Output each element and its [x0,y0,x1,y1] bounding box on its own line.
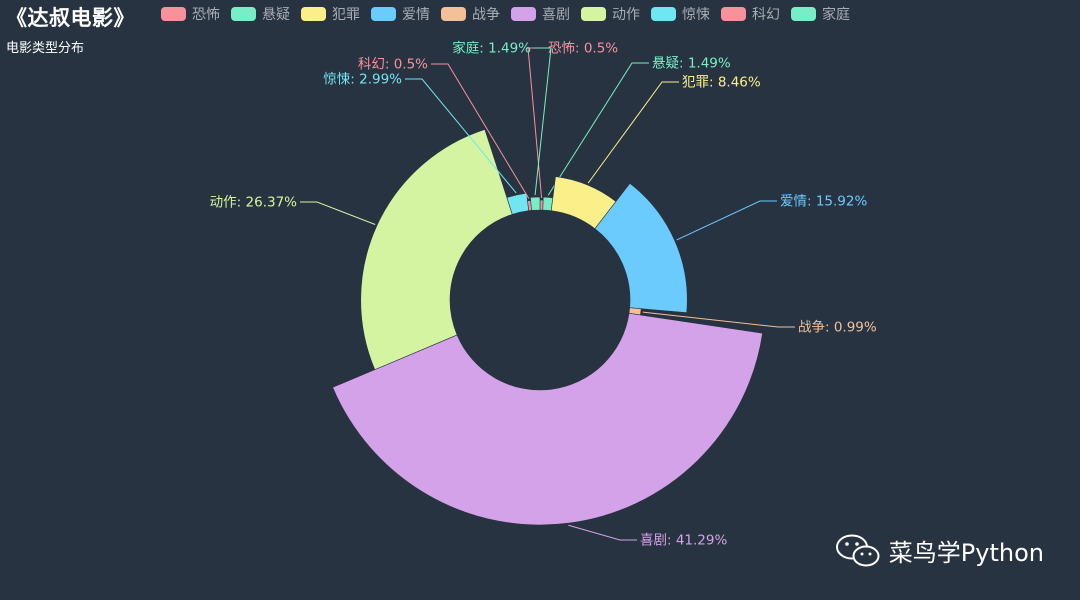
data-label: 恐怖: 0.5% [548,40,618,57]
leader-line [534,47,552,196]
legend-item[interactable]: 家庭 [791,4,850,24]
leader-line [547,62,649,196]
data-label: 喜剧: 41.29% [640,533,727,549]
legend-label: 犯罪 [332,7,360,23]
wechat-icon [835,534,880,566]
legend-swatch [511,7,536,21]
pie-slice[interactable] [530,196,541,211]
chart-legend: 恐怖 悬疑 犯罪 爱情 战争 喜剧 动作 惊悚 科幻 家庭 [161,4,850,24]
data-label: 动作: 26.37% [210,195,297,211]
data-label: 科幻: 0.5% [358,57,428,73]
legend-swatch [581,7,606,21]
leader-line [642,311,795,328]
chart-subtitle: 电影类型分布 [6,41,85,56]
data-label: 悬疑: 1.49% [652,56,731,72]
legend-label: 战争 [472,7,500,23]
legend-label: 动作 [612,7,640,23]
data-label: 惊悚: 2.99% [323,72,402,88]
pie-slice[interactable] [360,129,513,371]
legend-item[interactable]: 战争 [441,4,500,24]
pie-slice[interactable] [594,182,688,313]
data-label: 家庭: 1.49% [452,40,531,57]
leader-line [300,201,376,225]
legend-swatch [231,7,256,21]
watermark-text: 菜鸟学Python [888,539,1044,567]
legend-item[interactable]: 悬疑 [231,4,290,24]
legend-swatch [161,7,186,21]
legend-item[interactable]: 喜剧 [511,4,570,24]
legend-label: 爱情 [402,7,430,23]
leader-line [405,78,517,194]
legend-swatch [301,7,326,21]
legend-item[interactable]: 犯罪 [301,4,360,24]
chart-title: 《达叔电影》 [6,6,135,30]
watermark: 菜鸟学Python [835,533,1044,568]
data-label: 爱情: 15.92% [780,194,867,210]
legend-item[interactable]: 恐怖 [161,4,220,24]
leader-line [431,63,530,199]
pie-slice[interactable] [332,312,763,526]
data-label: 犯罪: 8.46% [682,75,761,91]
legend-swatch [441,7,466,21]
legend-label: 惊悚 [682,7,710,23]
leader-line [568,524,637,541]
leader-line [587,81,679,184]
leader-line [676,200,777,241]
legend-item[interactable]: 科幻 [721,4,780,24]
legend-swatch [791,7,816,21]
data-label: 战争: 0.99% [798,320,877,336]
legend-label: 喜剧 [542,7,570,23]
legend-item[interactable]: 惊悚 [651,4,710,24]
legend-item[interactable]: 动作 [581,4,640,24]
legend-label: 家庭 [822,7,850,23]
legend-swatch [371,7,396,21]
legend-label: 恐怖 [192,7,220,23]
legend-label: 悬疑 [262,7,290,23]
legend-label: 科幻 [752,7,780,23]
legend-swatch [721,7,746,21]
legend-swatch [651,7,676,21]
legend-item[interactable]: 爱情 [371,4,430,24]
